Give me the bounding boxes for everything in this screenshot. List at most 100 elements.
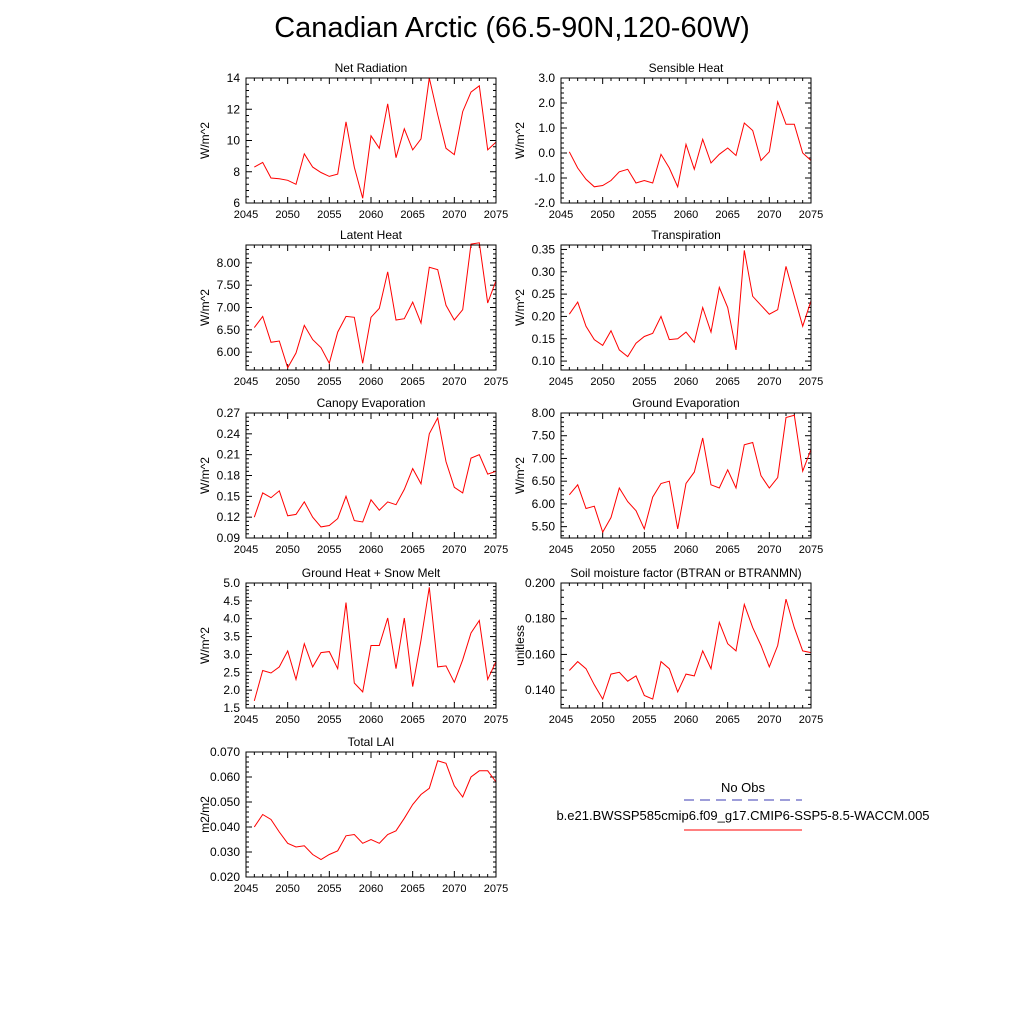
legend-model-label: b.e21.BWSSP585cmip6.f09_g17.CMIP6-SSP5-8… — [556, 808, 929, 823]
y-tick-label: 0.25 — [532, 287, 556, 301]
plot-frame — [560, 412, 812, 539]
x-tick-label: 2055 — [632, 714, 656, 726]
plot-frame — [245, 77, 497, 204]
y-tick-label: 1.0 — [538, 121, 555, 135]
chart-panel-7: Ground Heat + Snow Melt 2045 2050 2055 2060 2… — [198, 566, 508, 726]
y-axis-label: W/m^2 — [513, 457, 527, 494]
chart-panel-2: Sensible Heat 2045 2050 2055 2060 2065 2070 207… — [513, 61, 823, 221]
x-tick-label: 2050 — [590, 209, 614, 221]
x-tick-label: 2055 — [317, 209, 341, 221]
x-tick-label: 2045 — [549, 544, 573, 556]
x-tick-label: 2055 — [317, 883, 341, 895]
chart-panel-6: Ground Evaporation 2045 2050 2055 2060 2065 20… — [513, 396, 823, 556]
x-tick-label: 2050 — [590, 714, 614, 726]
x-tick-label: 2050 — [590, 376, 614, 388]
y-tick-label: 7.00 — [532, 451, 556, 465]
x-tick-label: 2045 — [549, 209, 573, 221]
x-tick-label: 2065 — [400, 883, 424, 895]
y-axis-label: W/m^2 — [198, 289, 212, 326]
x-tick-label: 2060 — [674, 714, 698, 726]
y-tick-label: 0.24 — [217, 427, 241, 441]
chart-title: Sensible Heat — [649, 61, 724, 75]
x-tick-label: 2060 — [359, 714, 383, 726]
x-tick-label: 2060 — [674, 376, 698, 388]
x-tick-label: 2060 — [359, 376, 383, 388]
y-tick-label: 4.0 — [223, 612, 240, 626]
y-axis-label: W/m^2 — [198, 122, 212, 159]
chart-panel-5: Canopy Evaporation 2045 2050 2055 2060 2065 20… — [198, 396, 508, 556]
y-tick-label: 0.10 — [532, 354, 556, 368]
y-tick-label: -2.0 — [534, 196, 555, 210]
x-tick-label: 2045 — [549, 376, 573, 388]
y-tick-label: 8.00 — [532, 406, 556, 420]
y-tick-label: 0.18 — [217, 469, 241, 483]
plot-frame — [245, 412, 497, 539]
y-tick-label: 6.50 — [532, 474, 556, 488]
y-tick-label: 0.180 — [525, 612, 555, 626]
x-tick-label: 2065 — [400, 209, 424, 221]
y-tick-label: 6.50 — [217, 323, 241, 337]
x-tick-label: 2075 — [799, 209, 823, 221]
plot-frame — [245, 582, 497, 709]
series-line — [568, 250, 812, 358]
y-tick-label: 14 — [227, 71, 241, 85]
y-tick-label: 0.030 — [210, 845, 240, 859]
x-tick-label: 2070 — [757, 376, 781, 388]
x-tick-label: 2055 — [317, 544, 341, 556]
y-tick-label: 12 — [227, 102, 241, 116]
x-tick-label: 2070 — [442, 714, 466, 726]
x-tick-label: 2050 — [275, 376, 299, 388]
y-tick-label: 2.0 — [223, 683, 240, 697]
x-tick-label: 2050 — [275, 714, 299, 726]
y-tick-label: 2.5 — [223, 665, 240, 679]
y-tick-label: 0.15 — [532, 332, 556, 346]
x-tick-label: 2065 — [400, 714, 424, 726]
chart-title: Total LAI — [348, 735, 395, 749]
y-tick-label: 4.5 — [223, 594, 240, 608]
x-tick-label: 2060 — [359, 544, 383, 556]
x-tick-label: 2055 — [632, 544, 656, 556]
y-tick-label: 0.20 — [532, 309, 556, 323]
figure-title: Canadian Arctic (66.5-90N,120-60W) — [274, 12, 750, 44]
series-line — [568, 99, 812, 189]
y-tick-label: 0.200 — [525, 576, 555, 590]
y-tick-label: 0.040 — [210, 820, 240, 834]
x-tick-label: 2065 — [715, 209, 739, 221]
x-tick-label: 2065 — [400, 376, 424, 388]
x-tick-label: 2075 — [484, 544, 508, 556]
x-tick-label: 2070 — [442, 544, 466, 556]
y-tick-label: 1.5 — [223, 701, 240, 715]
y-tick-label: 7.50 — [217, 278, 241, 292]
chart-title: Ground Evaporation — [632, 396, 739, 410]
x-tick-label: 2075 — [799, 714, 823, 726]
x-tick-label: 2045 — [234, 209, 258, 221]
x-tick-label: 2075 — [484, 714, 508, 726]
y-tick-label: 0.12 — [217, 510, 241, 524]
y-tick-label: 3.0 — [223, 647, 240, 661]
y-tick-label: 8.00 — [217, 256, 241, 270]
plot-frame — [560, 244, 812, 371]
chart-title: Ground Heat + Snow Melt — [302, 566, 441, 580]
x-tick-label: 2060 — [674, 544, 698, 556]
plot-frame — [245, 244, 497, 371]
chart-panel-8: Soil moisture factor (BTRAN or BTRANMN) 2… — [513, 566, 823, 726]
legend-obs-label: No Obs — [721, 780, 766, 795]
y-tick-label: 0.070 — [210, 745, 240, 759]
x-tick-label: 2055 — [317, 376, 341, 388]
y-axis-label: unitless — [513, 625, 527, 666]
series-line — [568, 414, 812, 534]
y-tick-label: 3.5 — [223, 630, 240, 644]
x-tick-label: 2045 — [234, 714, 258, 726]
x-tick-label: 2050 — [590, 544, 614, 556]
y-axis-label: W/m^2 — [513, 122, 527, 159]
x-tick-label: 2055 — [632, 209, 656, 221]
x-tick-label: 2060 — [674, 209, 698, 221]
y-tick-label: 7.00 — [217, 301, 241, 315]
y-tick-label: 6.00 — [217, 345, 241, 359]
y-tick-label: 8 — [233, 165, 240, 179]
x-tick-label: 2075 — [484, 209, 508, 221]
x-tick-label: 2055 — [632, 376, 656, 388]
chart-panel-4: Transpiration 2045 2050 2055 2060 2065 2070 207… — [513, 228, 823, 388]
x-tick-label: 2060 — [359, 209, 383, 221]
